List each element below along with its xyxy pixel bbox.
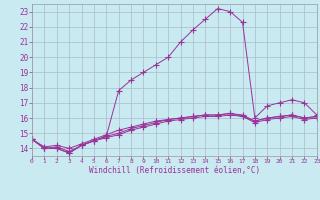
X-axis label: Windchill (Refroidissement éolien,°C): Windchill (Refroidissement éolien,°C): [89, 166, 260, 175]
